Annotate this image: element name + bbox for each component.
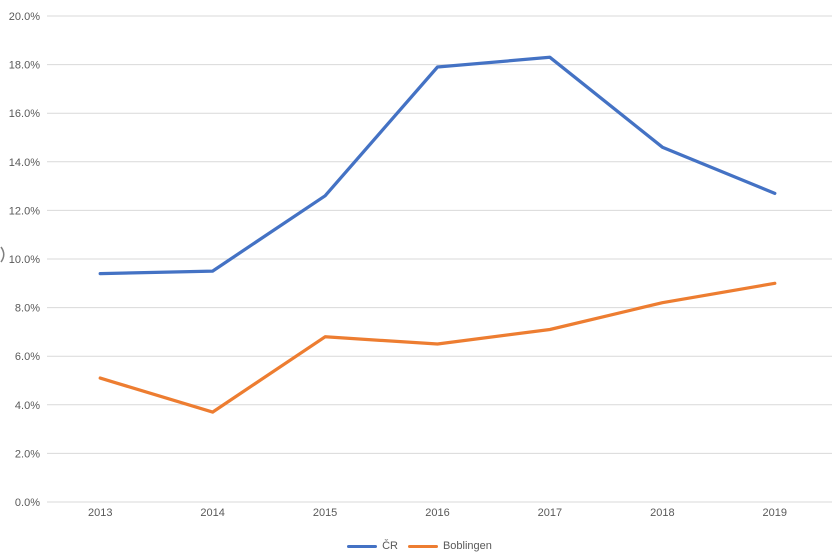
- y-tick-label: 6.0%: [15, 351, 40, 363]
- y-tick-label: 20.0%: [9, 11, 40, 23]
- x-tick-label: 2019: [763, 507, 787, 519]
- y-tick-label: 14.0%: [9, 157, 40, 169]
- series-line-boblingen: [98, 281, 777, 414]
- legend-label-boblingen: Boblingen: [442, 539, 492, 552]
- series-line--r: [98, 55, 777, 276]
- y-tick-label: 0.0%: [15, 497, 40, 509]
- x-tick-label: 2016: [425, 507, 449, 519]
- x-tick-label: 2013: [88, 507, 112, 519]
- legend-item-cr: ČR: [347, 539, 398, 552]
- y-tick-label: 8.0%: [15, 303, 40, 315]
- x-tick-label: 2015: [313, 507, 337, 519]
- legend-swatch-boblingen: [407, 544, 438, 548]
- legend-label-cr: ČR: [382, 539, 398, 552]
- y-tick-label: 2.0%: [15, 448, 40, 460]
- x-tick-label: 2018: [650, 507, 674, 519]
- clipped-glyph-fragment: [0, 246, 5, 263]
- y-tick-label: 12.0%: [9, 205, 40, 217]
- y-tick-label: 10.0%: [9, 254, 40, 266]
- y-tick-label: 16.0%: [9, 108, 40, 120]
- x-tick-label: 2017: [538, 507, 562, 519]
- legend-swatch-cr: [347, 544, 378, 548]
- y-tick-label: 18.0%: [9, 60, 40, 72]
- legend: ČR Boblingen: [0, 538, 839, 554]
- y-tick-label: 4.0%: [15, 400, 40, 412]
- legend-item-boblingen: Boblingen: [407, 539, 492, 552]
- x-tick-label: 2014: [200, 507, 224, 519]
